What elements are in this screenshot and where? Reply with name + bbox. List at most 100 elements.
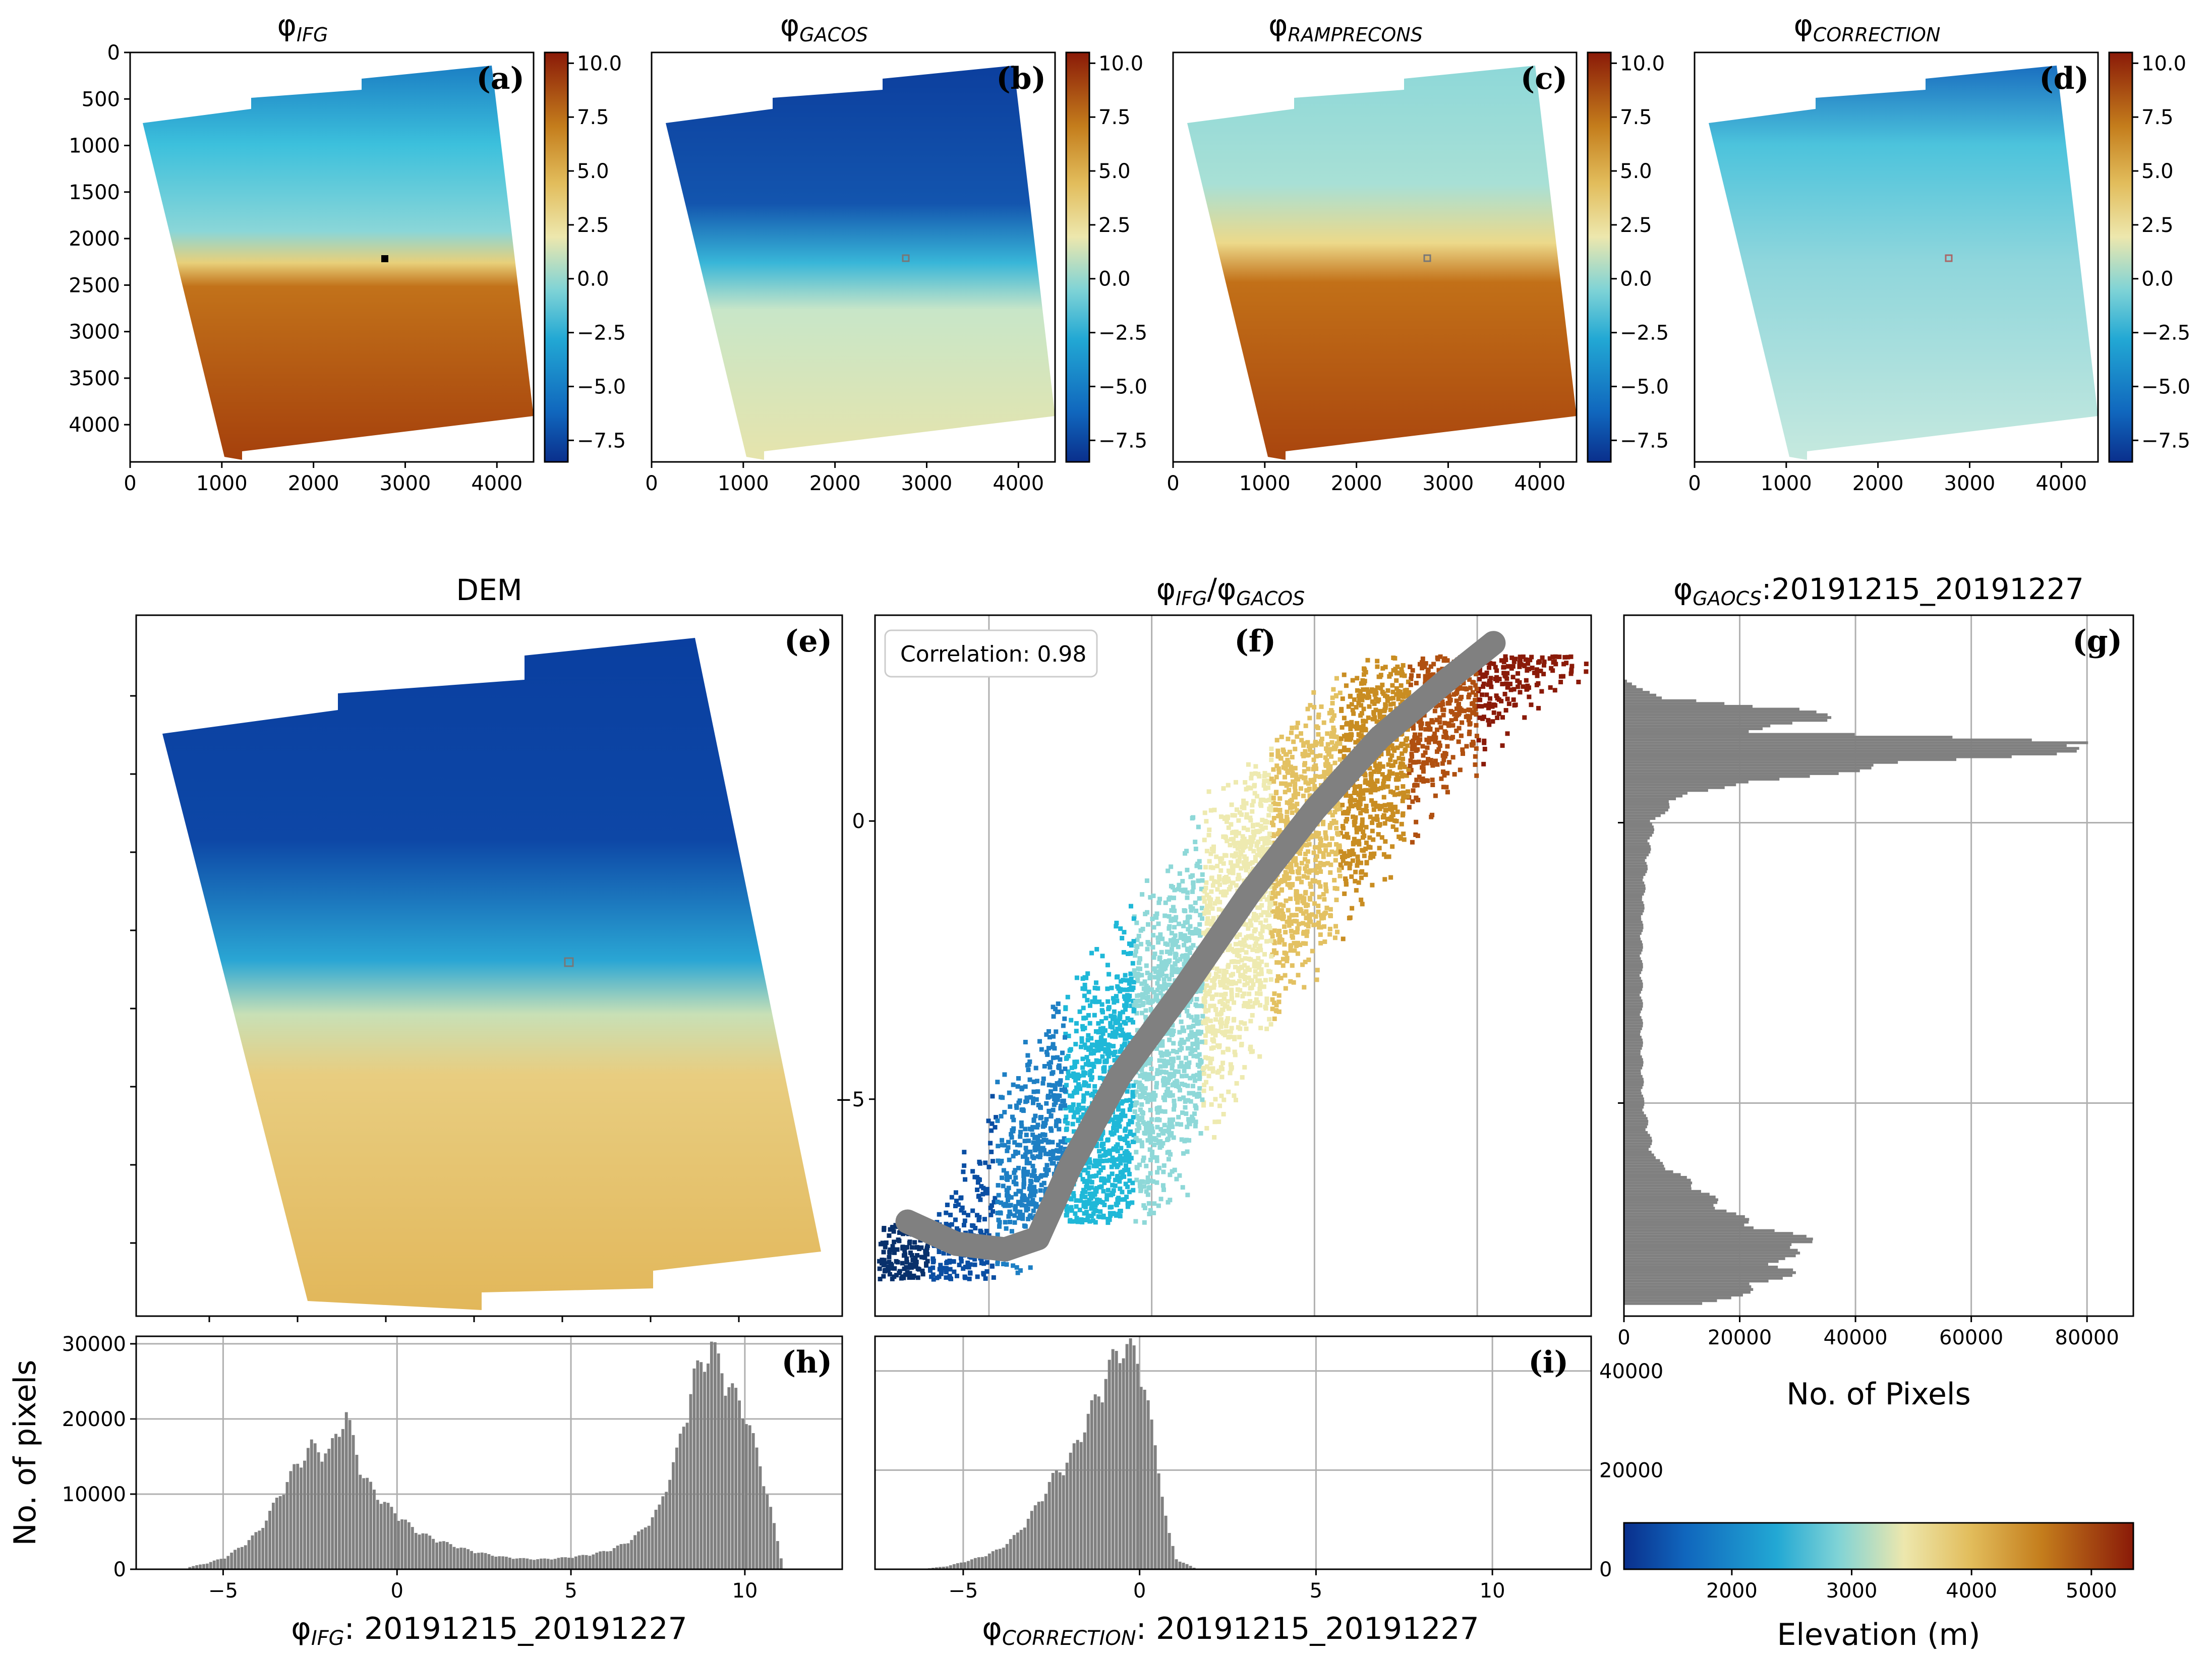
scatter-point — [1331, 730, 1336, 735]
scatter-point — [1390, 811, 1395, 816]
scatter-point — [1282, 942, 1287, 947]
scatter-point — [1024, 1157, 1029, 1162]
scatter-point — [1314, 834, 1319, 839]
scatter-point — [1242, 991, 1247, 996]
scatter-point — [1504, 676, 1509, 681]
scatter-point — [1342, 755, 1347, 760]
scatter-point — [1016, 1165, 1021, 1170]
scatter-point — [1122, 1020, 1127, 1025]
scatter-point — [1289, 919, 1294, 924]
scatter-point — [1354, 790, 1359, 795]
scatter-point — [1360, 869, 1365, 874]
scatter-point — [1138, 1074, 1143, 1079]
scatter-point — [1127, 1171, 1132, 1176]
scatter-point — [1258, 931, 1263, 936]
scatter-point — [1194, 1037, 1199, 1042]
scatter-point — [1337, 741, 1342, 746]
scatter-point — [1299, 738, 1304, 743]
scatter-point — [1315, 968, 1320, 973]
scatter-point — [1410, 744, 1415, 749]
scatter-point — [963, 1265, 968, 1270]
scatter-point — [1319, 736, 1324, 741]
scatter-point — [1153, 969, 1158, 974]
scatter-point — [1197, 865, 1202, 870]
scatter-point — [1177, 871, 1182, 876]
scatter-point — [1187, 1091, 1192, 1096]
scatter-point — [1129, 943, 1134, 948]
scatter-point — [1310, 743, 1315, 748]
scatter-point — [1346, 835, 1351, 840]
scatter-point — [1098, 1158, 1103, 1163]
scatter-point — [1202, 899, 1207, 904]
scatter-point — [1211, 879, 1216, 884]
scatter-point — [1378, 786, 1383, 791]
scatter-point — [1253, 858, 1258, 863]
scatter-point — [962, 1218, 967, 1223]
scatter-point — [1174, 1084, 1179, 1089]
scatter-point — [1267, 831, 1272, 836]
scatter-point — [1276, 932, 1281, 937]
scatter-point — [1386, 777, 1391, 782]
scatter-point — [1100, 1010, 1105, 1015]
scatter-point — [1174, 969, 1179, 974]
scatter-point — [1033, 1204, 1038, 1209]
scatter-point — [1043, 1167, 1048, 1172]
scatter-point — [1214, 966, 1219, 971]
scatter-point — [1192, 1078, 1197, 1083]
scatter-point — [1311, 922, 1316, 927]
scatter-point — [1258, 920, 1263, 925]
scatter-point — [1304, 916, 1309, 921]
scatter-point — [1368, 814, 1373, 819]
scatter-point — [881, 1250, 886, 1255]
scatter-point — [1256, 972, 1261, 977]
scatter-point — [925, 1252, 930, 1257]
scatter-point — [1194, 908, 1199, 913]
scatter-point — [1125, 1016, 1130, 1021]
scatter-point — [1109, 1014, 1114, 1019]
scatter-point — [1414, 681, 1419, 686]
scatter-point — [1217, 900, 1223, 905]
scatter-point — [1310, 912, 1315, 917]
scatter-point — [1504, 681, 1509, 686]
scatter-point — [1165, 942, 1170, 947]
scatter-point — [1028, 1190, 1033, 1195]
scatter-point — [984, 1191, 989, 1196]
scatter-point — [1327, 810, 1332, 815]
scatter-point — [1346, 806, 1351, 811]
scatter-point — [1137, 1183, 1142, 1189]
scatter-point — [1322, 770, 1327, 775]
scatter-point — [1127, 1035, 1132, 1040]
scatter-point — [1080, 976, 1085, 981]
scatter-point — [1220, 977, 1226, 982]
scatter-point — [1166, 1051, 1171, 1056]
scatter-point — [1303, 780, 1308, 785]
scatter-point — [1169, 947, 1174, 952]
scatter-point — [1140, 1073, 1145, 1078]
scatter-point — [1086, 1033, 1091, 1038]
scatter-point — [1409, 676, 1414, 681]
scatter-point — [1401, 795, 1406, 800]
scatter-point — [1206, 972, 1211, 977]
scatter-point — [1135, 1028, 1140, 1033]
scatter-point — [1009, 1135, 1014, 1140]
scatter-point — [1020, 1216, 1025, 1221]
scatter-point — [1255, 822, 1260, 827]
scatter-point — [1211, 985, 1216, 990]
scatter-point — [1206, 927, 1211, 932]
scatter-point — [1112, 1000, 1117, 1005]
scatter-point — [1246, 762, 1251, 767]
scatter-point — [1121, 987, 1126, 992]
scatter-point — [1356, 859, 1361, 864]
scatter-point — [1101, 1215, 1106, 1220]
scatter-point — [1161, 1095, 1166, 1100]
scatter-point — [1196, 1091, 1201, 1096]
scatter-point — [1481, 761, 1486, 766]
scatter-point — [1148, 1178, 1153, 1183]
scatter-point — [1172, 887, 1177, 893]
scatter-point — [1189, 1015, 1194, 1020]
map-x-tick: 2000 — [809, 472, 861, 495]
map-a-frame — [129, 51, 535, 463]
scatter-point — [1301, 842, 1306, 847]
scatter-point — [1171, 1041, 1176, 1046]
scatter-point — [1170, 1093, 1175, 1098]
